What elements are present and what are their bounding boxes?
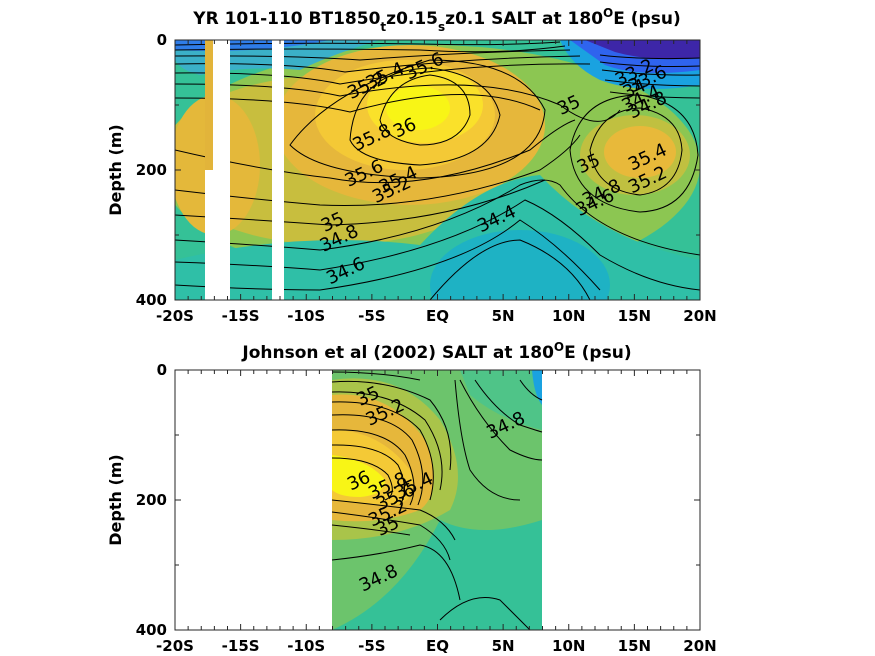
bottom-x-tick-label: 10N bbox=[552, 637, 585, 655]
top-x-tick-label: -15S bbox=[222, 307, 260, 325]
bottom-heatmap bbox=[175, 370, 700, 630]
top-x-tick-label: 20N bbox=[683, 307, 716, 325]
top-chart-title: YR 101-110 BT1850tz0.15sz0.1 SALT at 180… bbox=[192, 6, 680, 34]
bottom-x-tick-label: -5S bbox=[358, 637, 385, 655]
top-x-tick-label: EQ bbox=[426, 307, 449, 325]
top-heatmap bbox=[175, 40, 700, 300]
top-y-axis: 0 200 400 bbox=[136, 31, 700, 309]
top-x-axis: -20S -15S -10S -5S EQ 5N 10N 15N 20N bbox=[156, 40, 717, 325]
bottom-x-tick-label: 5N bbox=[492, 637, 515, 655]
bottom-x-tick-label: -20S bbox=[156, 637, 194, 655]
bottom-x-tick-label: -10S bbox=[287, 637, 325, 655]
top-x-tick-label: 10N bbox=[552, 307, 585, 325]
bottom-y-axis: 0 200 400 bbox=[136, 361, 700, 639]
bottom-x-axis: -20S -15S -10S -5S EQ 5N 10N 15N 20N bbox=[156, 370, 717, 655]
bottom-x-tick-label: EQ bbox=[426, 637, 449, 655]
top-x-tick-label: 15N bbox=[618, 307, 651, 325]
top-x-tick-label: -20S bbox=[156, 307, 194, 325]
bottom-chart-title: Johnson et al (2002) SALT at 180OE (psu) bbox=[241, 340, 631, 363]
top-x-tick-label: -10S bbox=[287, 307, 325, 325]
bottom-y-tick-label: 400 bbox=[136, 621, 167, 639]
top-x-tick-label: -5S bbox=[358, 307, 385, 325]
bottom-y-axis-label: Depth (m) bbox=[106, 454, 125, 546]
top-y-tick-label: 400 bbox=[136, 291, 167, 309]
top-y-tick-label: 0 bbox=[157, 31, 167, 49]
top-y-axis-label: Depth (m) bbox=[106, 124, 125, 216]
bottom-y-tick-label: 0 bbox=[157, 361, 167, 379]
bottom-x-tick-label: 15N bbox=[618, 637, 651, 655]
bottom-y-tick-label: 200 bbox=[136, 491, 167, 509]
top-y-tick-label: 200 bbox=[136, 161, 167, 179]
top-x-tick-label: 5N bbox=[492, 307, 515, 325]
bottom-x-tick-label: 20N bbox=[683, 637, 716, 655]
bottom-x-tick-label: -15S bbox=[222, 637, 260, 655]
